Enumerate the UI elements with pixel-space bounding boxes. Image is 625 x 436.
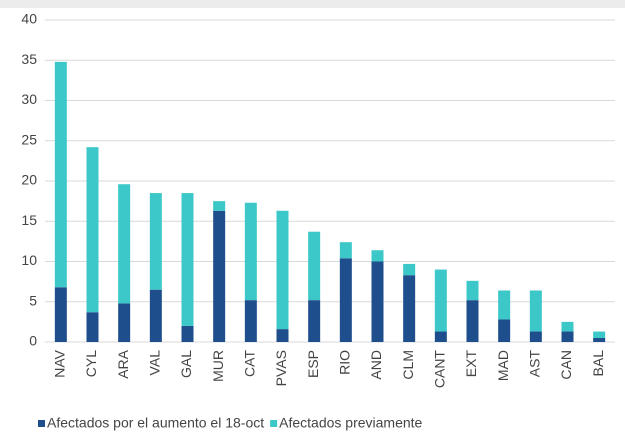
x-tick-label: EXT: [463, 350, 479, 378]
bar-segment: [498, 290, 511, 320]
bar-segment: [54, 61, 67, 288]
bar-segment: [213, 201, 226, 211]
x-tick-label: ARA: [115, 349, 131, 378]
x-tick-label: GAL: [178, 350, 194, 378]
bar-segment: [403, 275, 416, 342]
bar-segment: [529, 290, 542, 332]
bar-segment: [403, 263, 416, 276]
y-tick-label: 10: [21, 252, 37, 268]
y-tick-label: 20: [21, 172, 37, 188]
x-tick-label: MUR: [210, 350, 226, 382]
x-tick-label: AND: [368, 350, 384, 380]
bar-segment: [593, 331, 606, 338]
bar-segment: [149, 289, 162, 342]
y-tick-label: 15: [21, 212, 37, 228]
bar-segment: [308, 231, 321, 301]
legend-label: Afectados previamente: [279, 415, 422, 431]
x-tick-label: MAD: [495, 350, 511, 381]
x-tick-label: AST: [527, 350, 543, 378]
x-tick-label: CAN: [558, 350, 574, 380]
bar-segment: [371, 250, 384, 262]
bar-segment: [181, 193, 194, 326]
x-tick-label: BAL: [590, 350, 606, 377]
bar-segment: [118, 184, 131, 304]
bar-segment: [466, 300, 479, 342]
x-tick-label: CLM: [400, 350, 416, 380]
bar-segment: [561, 321, 574, 332]
y-tick-label: 30: [21, 91, 37, 107]
x-tick-label: VAL: [147, 350, 163, 376]
bar-segment: [339, 242, 352, 259]
bar-segment: [86, 312, 99, 342]
x-tick-label: PVAS: [273, 350, 289, 386]
bar-segment: [339, 258, 352, 342]
x-tick-label: CAT: [242, 350, 258, 377]
y-tick-label: 35: [21, 51, 37, 67]
y-tick-label: 25: [21, 131, 37, 147]
bar-segment: [529, 331, 542, 342]
bar-segment: [244, 202, 257, 301]
bar-segment: [213, 210, 226, 342]
bar-segment: [561, 331, 574, 342]
x-tick-label: NAV: [52, 349, 68, 377]
bar-segment: [434, 331, 447, 342]
x-tick-label: RIO: [337, 350, 353, 375]
x-tick-label: ESP: [305, 350, 321, 378]
bar-segment: [498, 319, 511, 342]
bar-segment: [54, 287, 67, 342]
bar-segment: [308, 300, 321, 342]
bar-segment: [276, 210, 289, 330]
x-tick-label: CANT: [432, 350, 448, 389]
bar-segment: [593, 337, 606, 342]
y-tick-label: 0: [29, 333, 37, 349]
bar-segment: [371, 261, 384, 342]
bar-segment: [181, 325, 194, 342]
bar-segment: [466, 280, 479, 301]
legend-swatch: [38, 420, 45, 427]
bar-segment: [244, 300, 257, 342]
legend-swatch: [270, 420, 278, 427]
top-strip: [0, 0, 625, 8]
bar-segment: [118, 303, 131, 342]
y-tick-label: 5: [29, 292, 37, 308]
bar-segment: [149, 193, 162, 290]
bar-segment: [86, 147, 99, 313]
bar-segment: [276, 329, 289, 342]
legend-label: Afectados por el aumento el 18-oct: [47, 415, 264, 431]
bar-segment: [434, 269, 447, 332]
x-tick-label: CYL: [83, 350, 99, 377]
y-tick-label: 40: [21, 11, 37, 27]
